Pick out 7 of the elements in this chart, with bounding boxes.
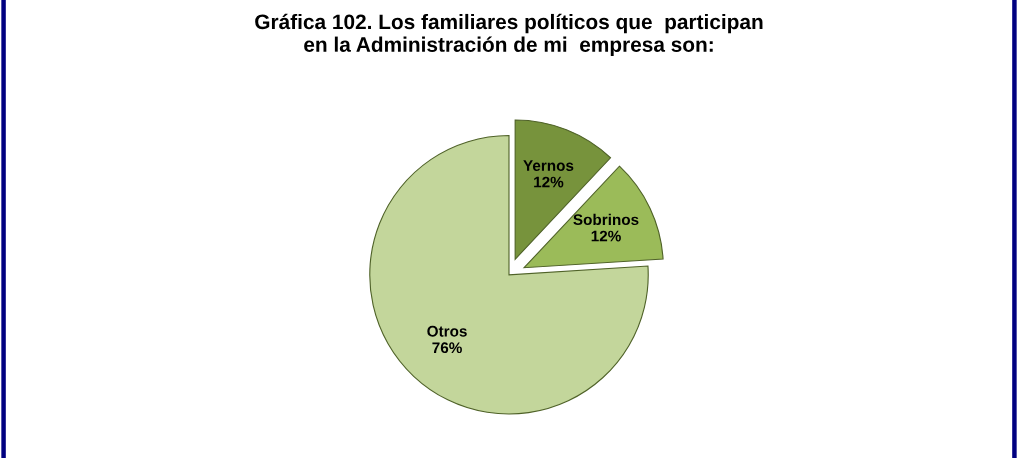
data-label: 12%	[534, 176, 564, 188]
data-label: 12%	[591, 230, 621, 242]
slice-label: Otros	[427, 325, 467, 337]
chart-title: Gráfica 102. Los familiares políticos que participan en la Administración de mi empresa son:	[255, 13, 763, 56]
slice-label: Sobrinos	[573, 213, 639, 226]
slice-label: Yernos	[523, 160, 574, 171]
data-label: 76%	[432, 342, 462, 354]
